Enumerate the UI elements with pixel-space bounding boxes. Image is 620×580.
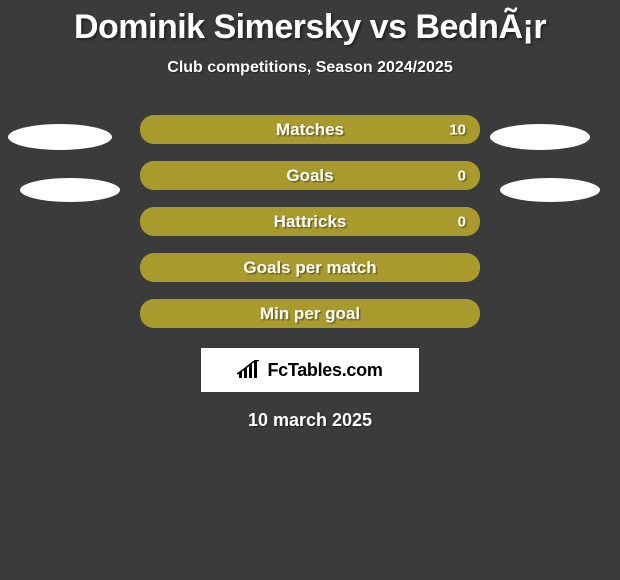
stat-label: Hattricks <box>140 212 480 232</box>
stat-value: 0 <box>458 213 466 230</box>
brand-box: FcTables.com <box>201 348 419 392</box>
date-text: 10 march 2025 <box>0 410 620 431</box>
stat-row: Hattricks 0 <box>0 207 620 236</box>
stat-label: Matches <box>140 120 480 140</box>
stat-label: Min per goal <box>140 304 480 324</box>
comparison-subtitle: Club competitions, Season 2024/2025 <box>0 59 620 77</box>
stat-bar: Min per goal <box>140 299 480 328</box>
decorative-ellipse <box>500 178 600 202</box>
stat-value: 10 <box>449 121 466 138</box>
decorative-ellipse <box>20 178 120 202</box>
stat-bar: Goals 0 <box>140 161 480 190</box>
stat-label: Goals <box>140 166 480 186</box>
stat-label: Goals per match <box>140 258 480 278</box>
comparison-title: Dominik Simersky vs BednÃ¡r <box>0 0 620 47</box>
stat-bar: Matches 10 <box>140 115 480 144</box>
stat-value: 0 <box>458 167 466 184</box>
stat-bar: Hattricks 0 <box>140 207 480 236</box>
brand-chart-icon <box>237 360 261 380</box>
stat-bar: Goals per match <box>140 253 480 282</box>
brand-text: FcTables.com <box>267 360 382 381</box>
stat-row: Min per goal <box>0 299 620 328</box>
decorative-ellipse <box>8 124 112 150</box>
decorative-ellipse <box>490 124 590 150</box>
stat-row: Goals per match <box>0 253 620 282</box>
